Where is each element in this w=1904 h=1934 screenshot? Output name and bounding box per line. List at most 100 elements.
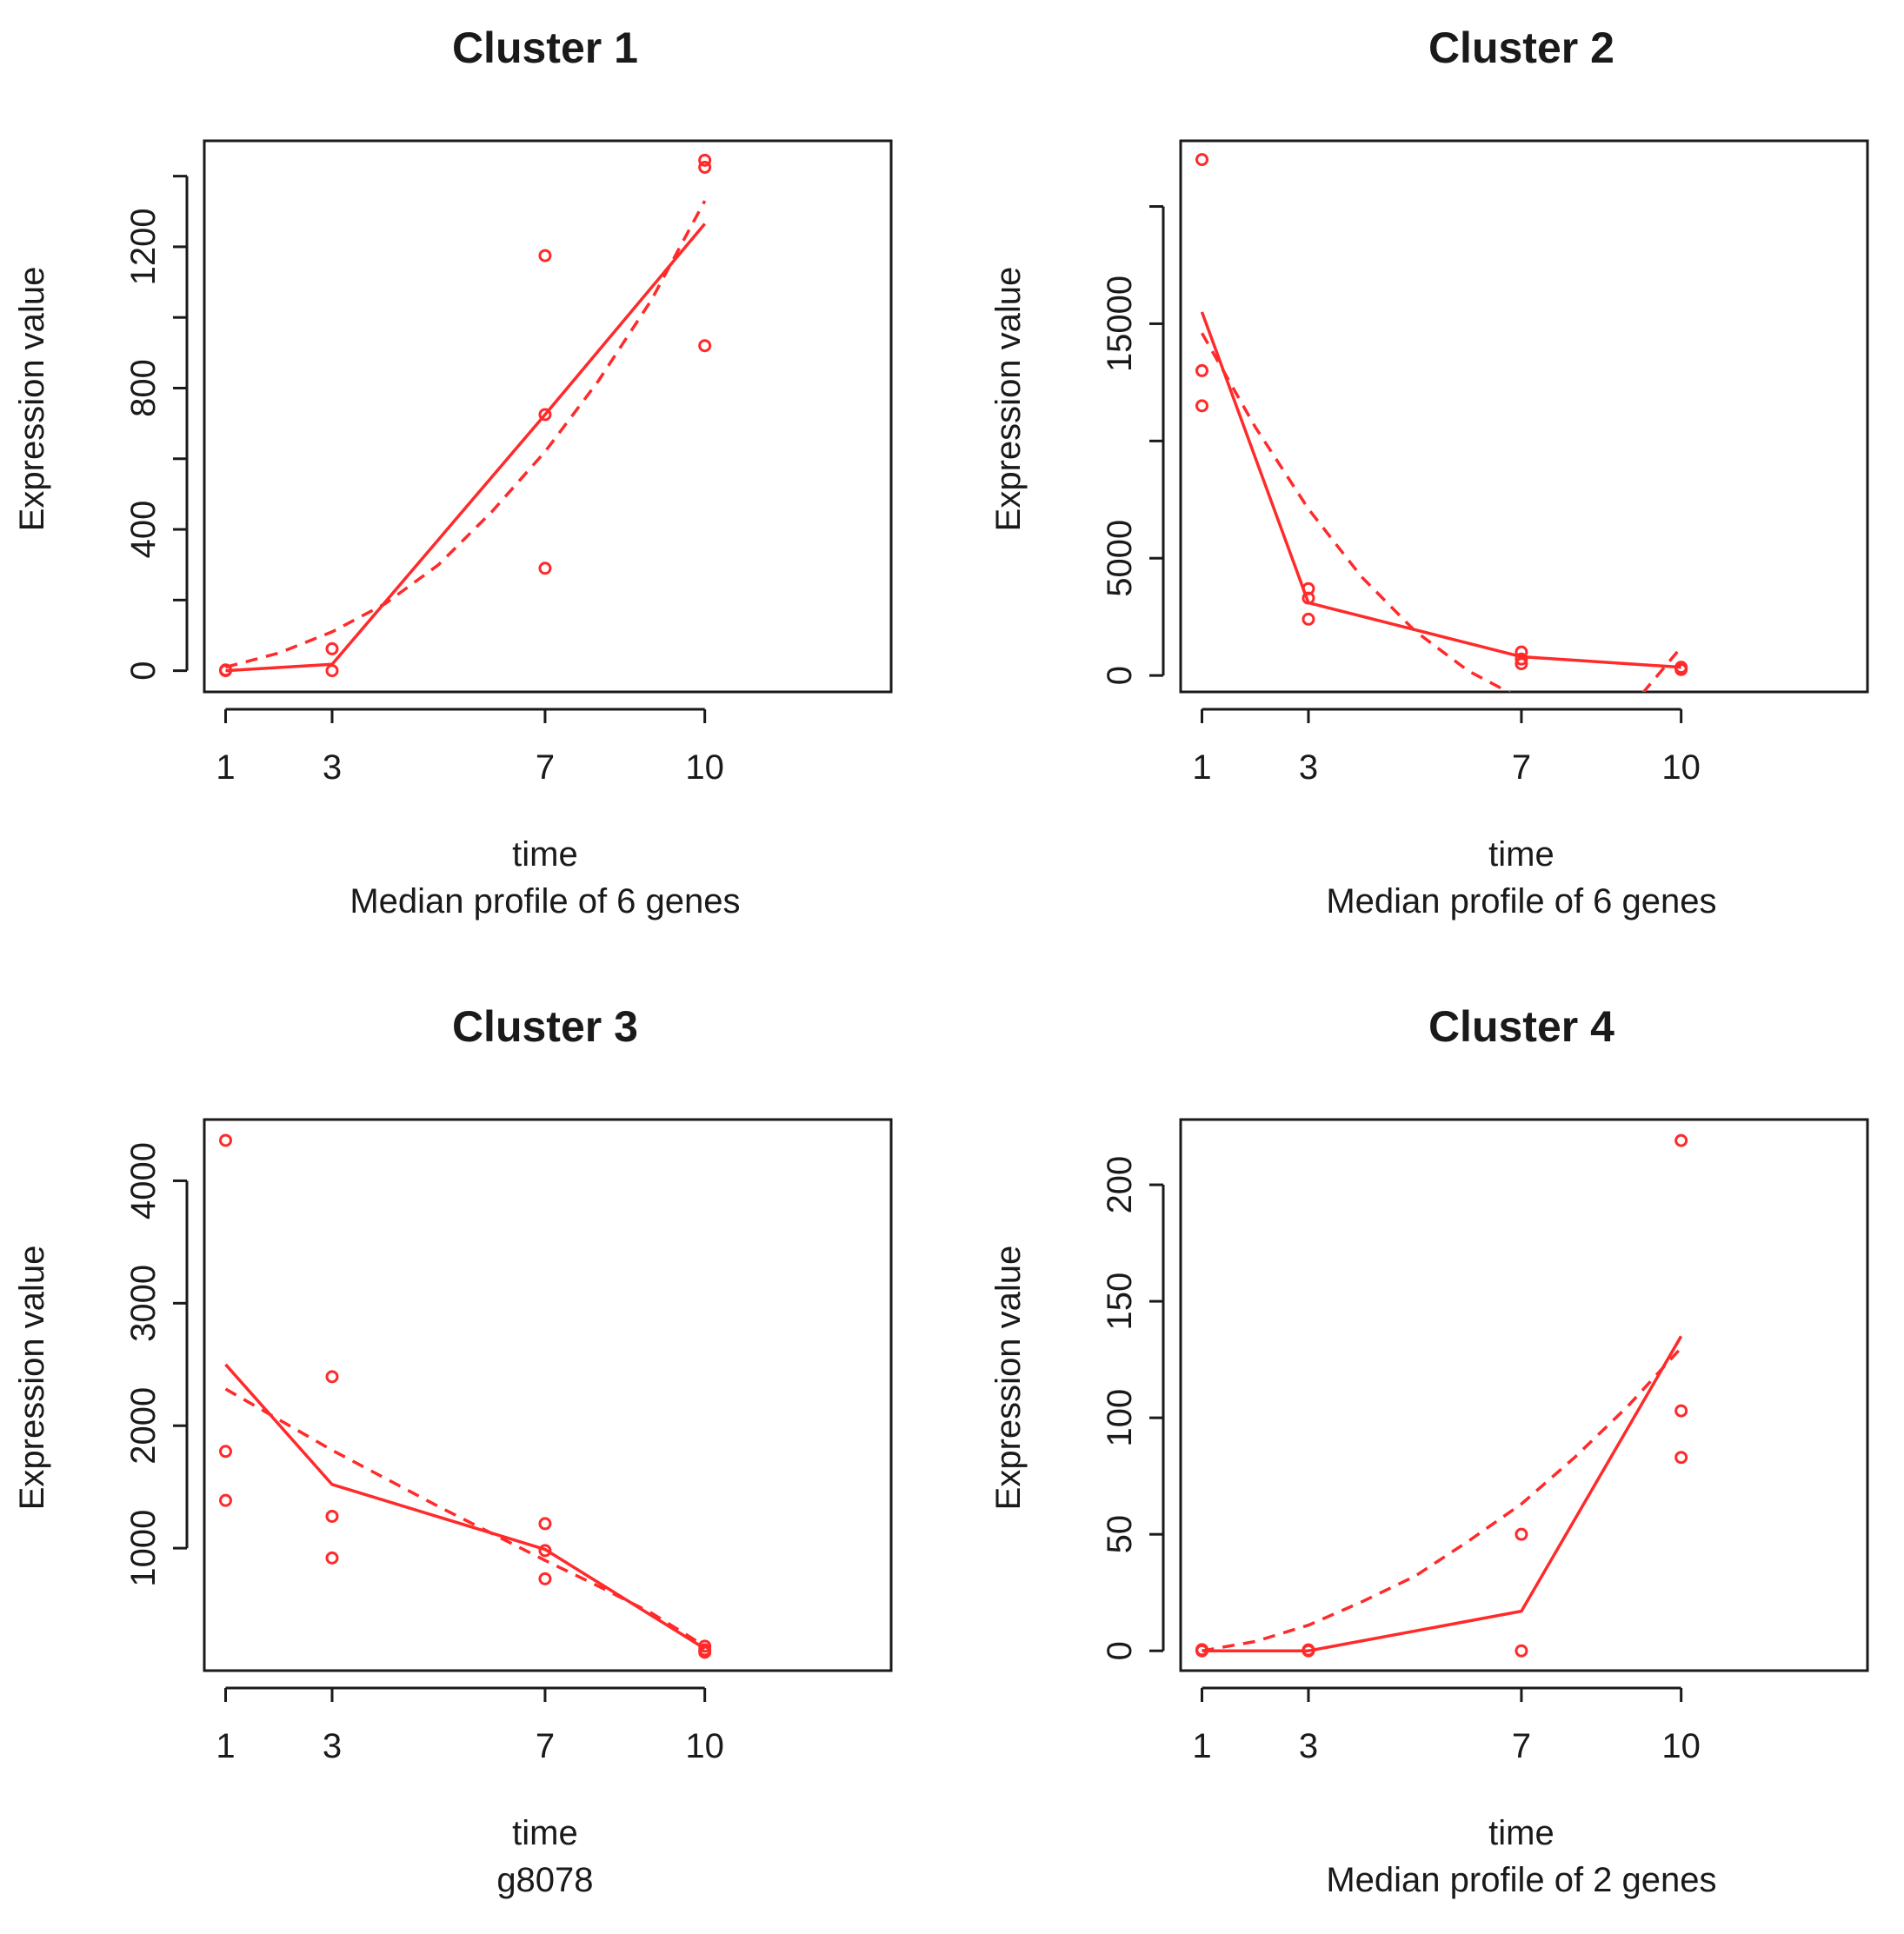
data-point <box>218 663 232 677</box>
data-point <box>538 562 552 575</box>
data-point <box>325 641 339 655</box>
data-point <box>325 664 339 678</box>
y-tick-label: 400 <box>124 501 163 559</box>
x-tick-label: 7 <box>536 1727 555 1765</box>
data-point <box>325 1370 339 1384</box>
data-point <box>1515 652 1528 666</box>
y-axis-label: Expression value <box>13 1246 51 1511</box>
x-tick-label: 3 <box>323 1727 342 1765</box>
data-point <box>1674 662 1688 676</box>
chart-subtitle: Median profile of 2 genes <box>1326 1861 1716 1899</box>
x-axis-label: time <box>512 1814 578 1852</box>
series-group <box>225 200 707 673</box>
series-line-fit <box>225 200 707 669</box>
series-group <box>1202 1335 1683 1652</box>
data-point <box>1674 1451 1688 1465</box>
x-tick-label: 10 <box>685 1727 724 1765</box>
data-point <box>538 1572 552 1585</box>
data-point <box>698 160 712 174</box>
x-axis-label: time <box>512 835 578 874</box>
plot-frame <box>203 1118 893 1672</box>
y-tick-label: 800 <box>124 359 163 417</box>
data-point <box>538 408 552 422</box>
y-tick-label: 0 <box>1101 666 1139 685</box>
y-tick-label: 5000 <box>1101 520 1139 597</box>
y-tick-label: 50 <box>1101 1515 1139 1554</box>
data-point <box>1302 612 1315 626</box>
data-point <box>1302 1643 1315 1657</box>
series-line-median <box>224 1363 706 1651</box>
plot-frame <box>1179 139 1869 694</box>
data-point <box>218 1493 232 1507</box>
data-point <box>538 1544 552 1558</box>
panel-1: Cluster 1 1 3 7 10 0 400 800 1200 Expression valu… <box>13 23 893 920</box>
chart-subtitle: Median profile of 6 genes <box>350 882 740 920</box>
chart-title: Cluster 1 <box>452 23 638 72</box>
y-tick-label: 4000 <box>124 1142 163 1220</box>
series-line-fit <box>224 1387 706 1648</box>
y-tick-label: 1000 <box>124 1510 163 1587</box>
plot-frame <box>1179 1118 1869 1672</box>
panel-3: Cluster 3 1 3 7 10 1000 2000 3000 4000 Expression… <box>13 1002 893 1899</box>
data-point <box>1195 363 1208 377</box>
series-group <box>224 1363 706 1651</box>
series-line-fit <box>1200 332 1682 692</box>
x-tick-label: 1 <box>1192 748 1211 787</box>
x-tick-label: 10 <box>1661 1727 1701 1765</box>
x-tick-label: 3 <box>1299 748 1318 787</box>
data-point <box>325 1551 339 1565</box>
data-point <box>1515 1527 1528 1541</box>
data-point <box>538 1517 552 1531</box>
data-point <box>325 1509 339 1523</box>
data-point <box>218 1133 232 1147</box>
series-line-median <box>1200 311 1681 669</box>
y-tick-label: 100 <box>1101 1389 1139 1447</box>
data-point <box>698 153 712 167</box>
data-point <box>1674 1404 1688 1418</box>
y-axis-label: Expression value <box>13 267 51 532</box>
x-tick-label: 1 <box>216 1727 235 1765</box>
series-group <box>1200 311 1682 692</box>
data-point <box>538 249 552 263</box>
data-point <box>1515 1644 1528 1658</box>
series-line-median <box>1202 1335 1683 1652</box>
x-axis-label: time <box>1488 1814 1554 1852</box>
y-tick-label: 0 <box>124 661 163 680</box>
y-tick-label: 1200 <box>124 208 163 285</box>
chart-title: Cluster 4 <box>1428 1002 1614 1051</box>
chart-title: Cluster 3 <box>452 1002 638 1051</box>
x-tick-label: 7 <box>1512 748 1531 787</box>
data-point <box>1515 657 1528 671</box>
series-line-fit <box>1202 1346 1682 1652</box>
data-point <box>1195 1643 1208 1657</box>
x-tick-label: 10 <box>1661 748 1701 787</box>
x-tick-label: 3 <box>1299 1727 1318 1765</box>
plot-frame <box>203 139 893 694</box>
y-tick-label: 15000 <box>1101 276 1139 372</box>
x-tick-label: 7 <box>1512 1727 1531 1765</box>
y-axis-label: Expression value <box>989 1246 1028 1511</box>
x-tick-label: 3 <box>323 748 342 787</box>
data-point <box>218 1445 232 1459</box>
y-tick-label: 3000 <box>124 1265 163 1342</box>
y-tick-label: 2000 <box>124 1387 163 1465</box>
series-line-median <box>225 223 707 673</box>
x-tick-label: 7 <box>536 748 555 787</box>
y-tick-label: 200 <box>1101 1156 1139 1214</box>
panel-2: Cluster 2 1 3 7 10 0 5000 15000 Expression value… <box>989 23 1869 920</box>
x-tick-label: 1 <box>1192 1727 1211 1765</box>
chart-subtitle: g8078 <box>496 1861 593 1899</box>
data-point <box>1195 399 1208 413</box>
x-axis-label: time <box>1488 835 1554 874</box>
data-point <box>1674 1133 1688 1147</box>
x-tick-label: 1 <box>216 748 235 787</box>
data-point <box>1302 591 1315 605</box>
y-tick-label: 150 <box>1101 1273 1139 1331</box>
data-point <box>698 339 712 353</box>
chart-title: Cluster 2 <box>1428 23 1614 72</box>
chart-subtitle: Median profile of 6 genes <box>1326 882 1716 920</box>
y-axis-label: Expression value <box>989 267 1028 532</box>
x-tick-label: 10 <box>685 748 724 787</box>
